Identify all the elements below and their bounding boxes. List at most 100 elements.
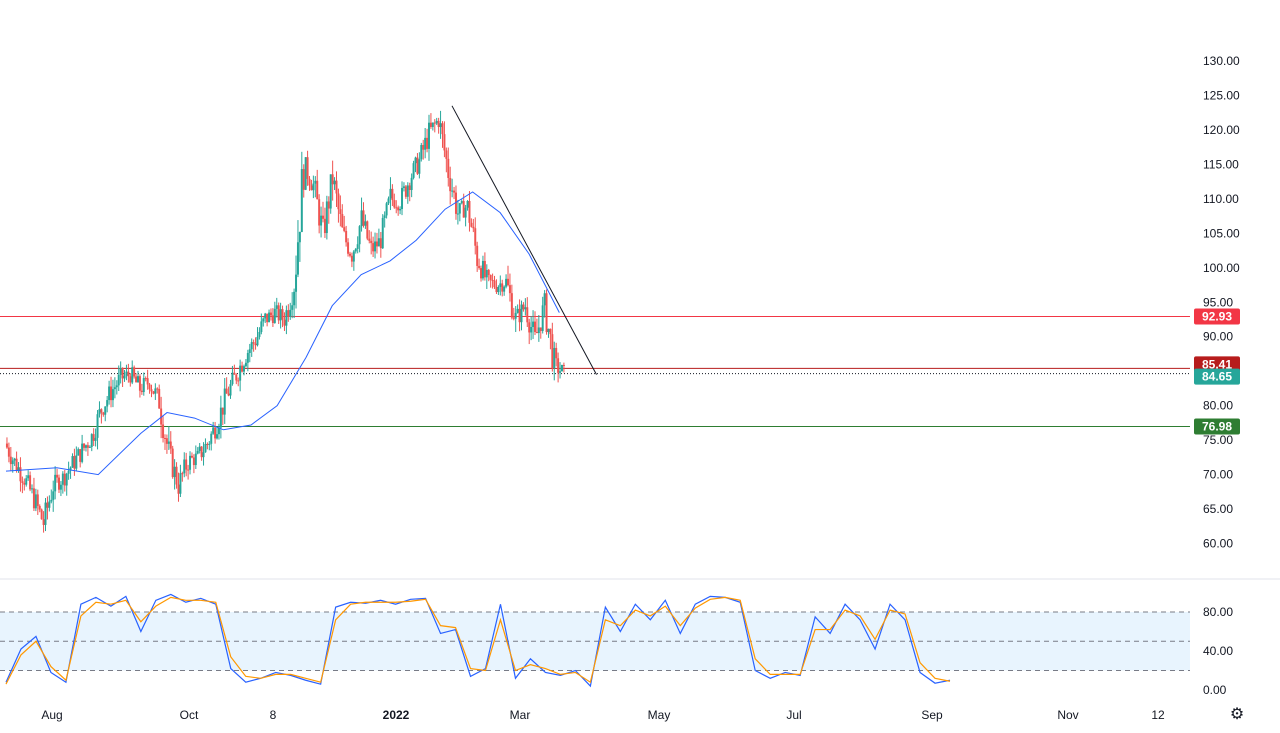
candle-body: [177, 484, 180, 494]
candle-body: [514, 312, 517, 319]
candle-body: [555, 347, 558, 359]
candle-body: [480, 268, 483, 279]
candle-body: [416, 157, 419, 174]
candle-body: [518, 308, 521, 323]
candle-body: [283, 319, 286, 326]
candle-body: [23, 482, 26, 485]
candle-body: [285, 310, 288, 326]
candle-body: [385, 203, 388, 216]
candle-body: [212, 427, 215, 434]
candle-body: [239, 365, 242, 381]
candle-body: [138, 376, 141, 391]
gear-icon[interactable]: ⚙: [1229, 706, 1245, 723]
candle-body: [131, 367, 134, 383]
candle-body: [472, 226, 475, 229]
candle-body: [81, 443, 84, 462]
candle-body: [140, 390, 143, 393]
candle-body: [229, 384, 232, 396]
candle-body: [32, 488, 35, 509]
candle-body: [96, 414, 99, 438]
candle-body: [7, 447, 10, 457]
candle-body: [242, 366, 245, 372]
candle-body: [462, 201, 465, 218]
candle-body: [65, 473, 68, 486]
candle-body: [368, 238, 371, 241]
candle-body: [179, 473, 182, 494]
candle-body: [200, 446, 203, 458]
candle-body: [543, 293, 546, 306]
candle-body: [451, 190, 454, 192]
candle-body: [77, 449, 80, 456]
candle-body: [362, 210, 365, 226]
candle-body: [13, 458, 16, 461]
candle-body: [275, 305, 278, 309]
price-badge: [1194, 308, 1240, 325]
candle-body: [466, 200, 469, 208]
candle-body: [530, 326, 533, 333]
candle-body: [221, 407, 224, 415]
candle-body: [167, 441, 170, 444]
candle-body: [337, 193, 340, 210]
candle-body: [69, 467, 72, 471]
candle-body: [88, 446, 91, 448]
candle-body: [233, 372, 236, 375]
candle-body: [503, 286, 506, 292]
time-axis-tick: Nov: [1057, 708, 1078, 722]
candle-body: [244, 362, 247, 367]
candle-body: [381, 217, 384, 249]
candle-body: [304, 157, 307, 190]
candle-body: [478, 265, 481, 269]
candle-body: [108, 386, 111, 401]
candle-body: [406, 185, 409, 197]
candle-body: [268, 312, 271, 323]
candle-body: [435, 120, 438, 124]
candle-body: [464, 207, 467, 218]
candle-body: [508, 285, 511, 294]
candle-body: [92, 434, 95, 441]
price-badge-label: 84.65: [1202, 370, 1232, 384]
candle-body: [38, 505, 41, 510]
candle-body: [154, 388, 157, 394]
candle-body: [210, 433, 213, 444]
candle-body: [248, 349, 251, 354]
candle-body: [372, 243, 375, 252]
candle-body: [46, 502, 49, 508]
candle-body: [271, 315, 274, 323]
candle-body: [258, 331, 261, 337]
candle-body: [25, 478, 28, 485]
time-axis-tick: 12: [1151, 708, 1165, 722]
candle-body: [137, 376, 140, 383]
candle-body: [520, 304, 523, 323]
candle-body: [252, 342, 255, 344]
candle-body: [364, 221, 367, 226]
candle-body: [512, 317, 515, 319]
price-axis-tick: 125.00: [1203, 88, 1240, 102]
candle-body: [204, 443, 207, 453]
candle-body: [404, 186, 407, 197]
candle-body: [94, 437, 97, 441]
candle-body: [559, 371, 562, 373]
price-axis-tick: 75.00: [1203, 433, 1233, 447]
candle-body: [468, 200, 471, 223]
candle-body: [135, 376, 138, 383]
candle-body: [329, 174, 332, 209]
candle-body: [115, 385, 118, 388]
candle-body: [379, 238, 382, 249]
candle-body: [424, 137, 427, 150]
price-axis-tick: 80.00: [1203, 399, 1233, 413]
candle-body: [111, 389, 114, 401]
candle-body: [206, 443, 209, 445]
candle-body: [171, 448, 174, 478]
candle-body: [549, 328, 552, 335]
candle-body: [401, 187, 404, 209]
candle-body: [117, 374, 120, 386]
price-axis-tick: 120.00: [1203, 123, 1240, 137]
candle-body: [273, 308, 276, 323]
candle-body: [507, 278, 510, 286]
candle-body: [557, 358, 560, 373]
candle-body: [289, 309, 292, 317]
candle-body: [526, 307, 529, 323]
candle-body: [335, 180, 338, 194]
